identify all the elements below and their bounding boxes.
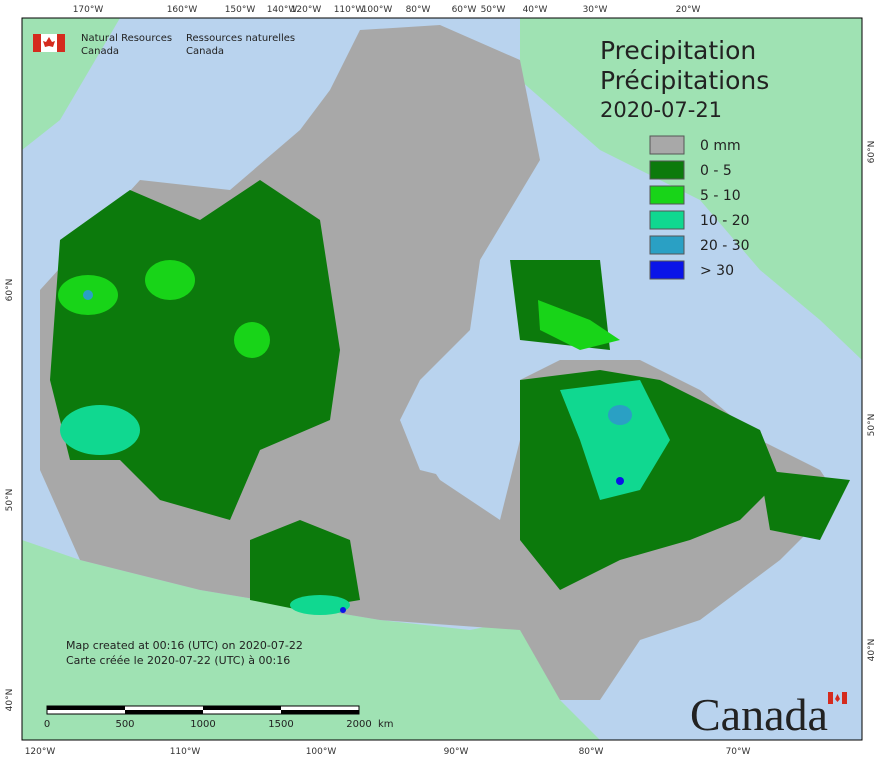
top-axis-label: 50°W: [481, 5, 506, 15]
top-axis-label: 80°W: [406, 5, 431, 15]
scale-label: 1500: [268, 719, 293, 730]
top-axis-label: 140°W: [267, 5, 298, 15]
org-en: Canada: [81, 46, 119, 57]
legend-label: 0 - 5: [700, 163, 732, 179]
scale-label: 0: [44, 719, 50, 730]
legend-label: 5 - 10: [700, 188, 741, 204]
org-en: Natural Resources: [81, 33, 172, 44]
legend-swatch: [649, 135, 685, 155]
top-axis-label: 40°W: [523, 5, 548, 15]
legend-label: 0 mm: [700, 138, 741, 154]
right-axis-label: 60°N: [867, 141, 877, 164]
top-axis-label: 170°W: [73, 5, 104, 15]
legend-label: > 30: [700, 263, 734, 279]
footer: Carte créée le 2020-07-22 (UTC) à 00:16: [66, 654, 290, 667]
date: 2020-07-21: [600, 98, 722, 122]
bottom-axis-label: 70°W: [726, 747, 751, 757]
scale-unit: km: [378, 719, 394, 730]
left-axis-label: 50°N: [5, 489, 15, 512]
bottom-axis-label: 100°W: [306, 747, 337, 757]
bottom-axis-label: 120°W: [25, 747, 56, 757]
org-fr: Ressources naturelles: [186, 33, 295, 44]
top-axis-label: 110°W: [334, 5, 365, 15]
logo: [33, 34, 65, 52]
top-axis-label: 150°W: [225, 5, 256, 15]
top-axis-label: 120°W: [291, 5, 322, 15]
wordmark: Canada: [690, 689, 828, 740]
top-axis-label: 60°W: [452, 5, 477, 15]
legend-swatch: [649, 185, 685, 205]
top-axis-label: 160°W: [167, 5, 198, 15]
footer: Map created at 00:16 (UTC) on 2020-07-22: [66, 639, 303, 652]
left-axis-label: 40°N: [5, 689, 15, 712]
legend-label: 20 - 30: [700, 238, 750, 254]
scale-label: 1000: [190, 719, 215, 730]
title: Precipitation: [600, 36, 756, 65]
wordmark-flag: [828, 692, 847, 704]
scale-bar: [46, 705, 360, 715]
legend-swatch: [649, 235, 685, 255]
bottom-axis-label: 90°W: [444, 747, 469, 757]
legend-swatch: [649, 260, 685, 280]
legend-swatch: [649, 210, 685, 230]
title: Précipitations: [600, 66, 769, 95]
scale-label: 2000: [346, 719, 371, 730]
left-axis-label: 60°N: [5, 279, 15, 302]
legend-label: 10 - 20: [700, 213, 750, 229]
legend-swatch: [649, 160, 685, 180]
scale-label: 500: [115, 719, 134, 730]
map-frame: [21, 17, 863, 741]
right-axis-label: 40°N: [867, 639, 877, 662]
top-axis-label: 100°W: [362, 5, 393, 15]
bottom-axis-label: 110°W: [170, 747, 201, 757]
bottom-axis-label: 80°W: [579, 747, 604, 757]
org-fr: Canada: [186, 46, 224, 57]
map-shapes: [22, 18, 862, 740]
right-axis-label: 50°N: [867, 414, 877, 437]
top-axis-label: 20°W: [676, 5, 701, 15]
top-axis-label: 30°W: [583, 5, 608, 15]
